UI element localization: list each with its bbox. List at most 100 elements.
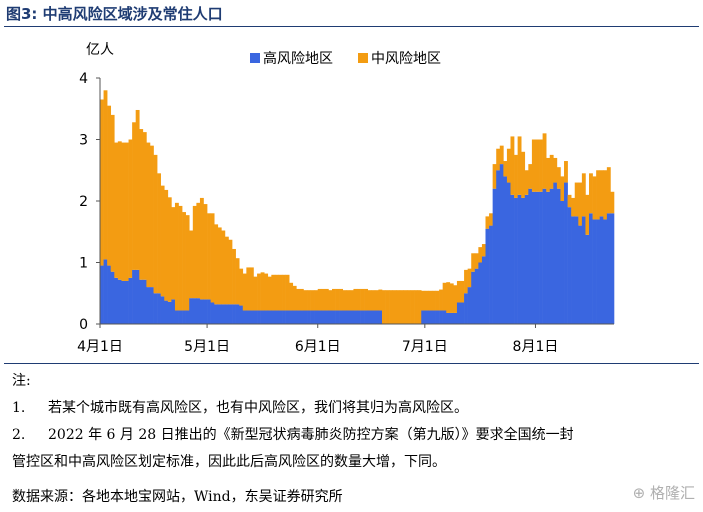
bar-high-risk xyxy=(164,300,169,324)
bar-medium-risk xyxy=(549,154,554,189)
legend-swatch-high xyxy=(250,53,260,63)
x-tick-label: 6月1日 xyxy=(295,339,341,355)
bar-medium-risk xyxy=(328,290,333,311)
bar-medium-risk xyxy=(478,247,483,263)
bar-medium-risk xyxy=(182,212,186,311)
bar-high-risk xyxy=(228,304,233,324)
bar-medium-risk xyxy=(514,154,518,198)
bar-medium-risk xyxy=(232,248,236,305)
bar-high-risk xyxy=(328,310,333,324)
bar-high-risk xyxy=(282,310,286,324)
top-rule xyxy=(4,26,699,27)
x-tick-label: 7月1日 xyxy=(402,339,448,355)
bar-high-risk xyxy=(332,310,336,324)
bar-medium-risk xyxy=(360,288,365,311)
bar-high-risk xyxy=(571,216,576,325)
bar-high-risk xyxy=(496,170,501,324)
bar-high-risk xyxy=(310,310,315,324)
bar-medium-risk xyxy=(107,105,112,266)
bar-medium-risk xyxy=(553,157,558,183)
bar-medium-risk xyxy=(428,290,433,311)
note-2-text: 2022 年 6 月 28 日推出的《新型冠状病毒肺炎防控方案（第九版）》要求全… xyxy=(48,427,574,443)
bar-medium-risk xyxy=(207,213,211,300)
bar-high-risk xyxy=(128,277,133,325)
note-2-number: 2. xyxy=(12,427,26,443)
bar-high-risk xyxy=(528,188,533,324)
bar-high-risk xyxy=(160,296,165,324)
bar-medium-risk xyxy=(164,189,169,301)
bar-high-risk xyxy=(449,312,454,324)
bar-medium-risk xyxy=(178,205,183,311)
bar-medium-risk xyxy=(535,139,540,192)
bar-medium-risk xyxy=(210,213,215,303)
bar-high-risk xyxy=(324,310,329,324)
bar-medium-risk xyxy=(160,185,165,297)
bar-high-risk xyxy=(260,310,265,324)
bar-medium-risk xyxy=(110,114,115,272)
bar-high-risk xyxy=(378,310,383,324)
bar-medium-risk xyxy=(314,290,319,311)
bar-medium-risk xyxy=(439,289,443,311)
bar-medium-risk xyxy=(592,176,597,220)
bar-high-risk xyxy=(135,269,140,324)
bar-medium-risk xyxy=(392,290,397,324)
bar-high-risk xyxy=(235,304,240,324)
bar-high-risk xyxy=(185,310,190,324)
bar-high-risk xyxy=(585,234,590,324)
bar-high-risk xyxy=(167,301,172,324)
bar-high-risk xyxy=(535,191,540,324)
bar-medium-risk xyxy=(456,280,461,303)
bar-high-risk xyxy=(435,310,440,324)
notes: 注: 1. 若某个城市既有高风险区，也有中风险区，我们将其归为高风险区。 2. 20… xyxy=(12,368,696,476)
note-1: 1. 若某个城市既有高风险区，也有中风险区，我们将其归为高风险区。 xyxy=(12,395,696,422)
bar-high-risk xyxy=(581,216,586,325)
bar-high-risk xyxy=(317,310,322,324)
bar-high-risk xyxy=(274,310,279,324)
bar-high-risk xyxy=(492,188,497,324)
bar-high-risk xyxy=(542,188,547,324)
bar-high-risk xyxy=(481,256,486,324)
bar-medium-risk xyxy=(114,142,119,278)
bar-high-risk xyxy=(246,310,251,324)
bar-high-risk xyxy=(474,268,479,324)
bar-high-risk xyxy=(307,310,311,324)
bar-high-risk xyxy=(560,201,565,324)
legend-swatch-mid xyxy=(358,53,368,63)
bar-medium-risk xyxy=(521,151,526,198)
bar-high-risk xyxy=(239,305,244,324)
bar-medium-risk xyxy=(142,132,147,280)
bar-medium-risk xyxy=(253,276,258,311)
bar-medium-risk xyxy=(171,207,176,300)
bar-medium-risk xyxy=(414,290,418,324)
bar-high-risk xyxy=(296,310,301,324)
bar-medium-risk xyxy=(139,129,144,280)
bar-high-risk xyxy=(592,219,597,324)
bar-medium-risk xyxy=(364,288,369,311)
bar-high-risk xyxy=(339,310,344,324)
bar-high-risk xyxy=(121,280,126,324)
bar-high-risk xyxy=(546,191,551,324)
bar-medium-risk xyxy=(303,290,308,311)
bar-medium-risk xyxy=(239,268,244,306)
bar-medium-risk xyxy=(192,205,197,299)
bar-high-risk xyxy=(114,277,119,325)
bar-high-risk xyxy=(521,197,526,324)
bar-high-risk xyxy=(100,265,104,324)
bar-medium-risk xyxy=(503,161,508,177)
bar-medium-risk xyxy=(324,288,329,311)
bar-high-risk xyxy=(196,298,201,324)
bar-medium-risk xyxy=(539,139,543,192)
note-2-continued: 管控区和中高风险区划定标准，因此此后高风险区的数量大增，下同。 xyxy=(12,454,446,470)
note-1-text: 若某个城市既有高风险区，也有中风险区，我们将其归为高风险区。 xyxy=(48,400,468,416)
bar-medium-risk xyxy=(260,272,265,311)
bar-high-risk xyxy=(146,287,151,324)
bar-high-risk xyxy=(117,279,122,324)
y-tick-label: 2 xyxy=(79,194,88,210)
bar-medium-risk xyxy=(581,173,586,217)
bar-medium-risk xyxy=(146,142,151,288)
bar-medium-risk xyxy=(564,161,568,183)
bar-high-risk xyxy=(506,182,511,324)
bar-medium-risk xyxy=(371,290,376,311)
bar-medium-risk xyxy=(578,182,583,226)
bar-high-risk xyxy=(499,164,504,324)
